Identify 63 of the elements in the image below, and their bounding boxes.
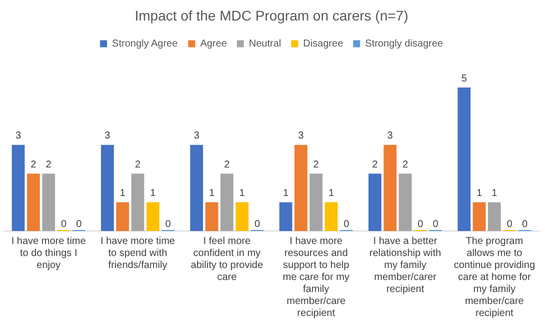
x-tick-label: I have a better relationship with my family member/carer recipient: [369, 236, 442, 295]
data-label: 3: [15, 130, 22, 142]
data-label: 5: [461, 73, 468, 84]
bar: [26, 174, 40, 231]
bar: [190, 144, 204, 231]
data-label: 1: [208, 188, 215, 200]
bar: [12, 144, 25, 231]
data-label: 2: [372, 159, 378, 170]
data-label: 1: [476, 188, 482, 200]
data-label: 3: [298, 130, 304, 142]
data-label: 3: [194, 130, 200, 142]
bar: [310, 174, 323, 231]
data-label: 2: [224, 159, 230, 170]
bar: [368, 174, 382, 231]
data-label: 1: [328, 188, 334, 200]
bar: [236, 202, 249, 231]
data-label: 0: [506, 218, 513, 230]
data-label: 0: [254, 218, 260, 230]
bar: [384, 144, 397, 231]
data-label: 1: [282, 188, 289, 200]
bar: [294, 144, 308, 231]
data-label: 2: [402, 159, 408, 170]
x-tick-label: I have more time to spend with friends/family: [100, 236, 176, 271]
data-label: 1: [150, 188, 156, 200]
bar: [472, 202, 486, 231]
data-label: 1: [492, 188, 498, 200]
x-tick-label: I feel more confident in my ability to provide care: [190, 236, 264, 283]
data-label: 0: [165, 218, 172, 230]
data-label: 0: [432, 218, 439, 230]
data-label: 2: [30, 159, 37, 170]
x-tick-label: I have more time to do things I enjoy: [11, 236, 86, 271]
data-label: 3: [387, 130, 394, 142]
data-label: 0: [344, 218, 350, 230]
legend-label: Agree: [200, 38, 228, 50]
data-label: 3: [104, 130, 111, 142]
x-tick-label: The program allows me to continue providing care at home for my family member/care recipient: [454, 236, 536, 319]
bar: [100, 144, 114, 231]
x-tick-label: I have more resources and support to help me care for my family member/care recipient: [282, 236, 350, 319]
legend-label: Strongly disagree: [365, 38, 444, 50]
data-label: 1: [120, 188, 126, 200]
data-label: 0: [60, 218, 67, 230]
data-label: 2: [134, 159, 141, 170]
legend-label: Neutral: [248, 38, 282, 50]
bar: [42, 174, 56, 231]
bar: [458, 88, 471, 231]
bar: [205, 202, 218, 231]
bar: [324, 202, 338, 231]
legend-label: Disagree: [303, 38, 344, 50]
bar: [279, 202, 292, 231]
bar: [398, 174, 412, 231]
bar: [488, 202, 501, 231]
chart-title: Impact of the MDC Program on carers (n=7): [134, 7, 408, 24]
bar: [116, 202, 130, 231]
data-label: 0: [522, 218, 528, 230]
legend-label: Strongly Agree: [112, 38, 178, 50]
data-label: 2: [313, 159, 320, 170]
bar: [220, 174, 234, 231]
data-label: 0: [76, 218, 82, 230]
data-label: 1: [239, 188, 246, 200]
bar: [131, 174, 144, 231]
data-label: 0: [418, 218, 424, 230]
data-label: 2: [46, 159, 52, 170]
bar: [146, 202, 160, 231]
